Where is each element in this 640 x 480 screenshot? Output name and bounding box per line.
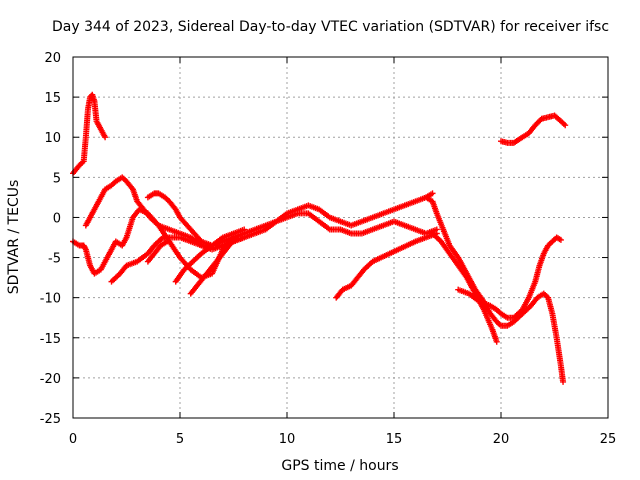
series-13 xyxy=(498,112,569,146)
series-8 xyxy=(187,234,239,297)
y-tick-label: -10 xyxy=(40,292,61,307)
data-point xyxy=(562,122,569,129)
data-point xyxy=(102,134,109,141)
data-point xyxy=(429,190,436,197)
series-4 xyxy=(108,210,440,285)
x-tick-label: 10 xyxy=(279,432,296,447)
series-12 xyxy=(455,234,564,321)
series-11 xyxy=(429,230,500,345)
data-point xyxy=(560,378,567,385)
x-tick-label: 20 xyxy=(493,432,510,447)
y-tick-label: 5 xyxy=(53,171,61,186)
y-axis-title: SDTVAR / TECUs xyxy=(6,180,22,295)
data-point xyxy=(241,226,248,233)
series-9 xyxy=(333,230,440,301)
data-point xyxy=(493,338,500,345)
data-markers xyxy=(70,91,569,385)
plot-frame xyxy=(72,56,609,419)
x-tick-label: 25 xyxy=(600,432,617,447)
series-7 xyxy=(172,226,248,285)
y-tick-label: 10 xyxy=(44,131,61,146)
x-tick-label: 0 xyxy=(69,432,77,447)
y-tick-label: 20 xyxy=(44,51,61,66)
y-tick-label: 15 xyxy=(44,91,61,106)
y-tick-label: -25 xyxy=(40,412,61,427)
data-point xyxy=(232,234,239,241)
data-point xyxy=(557,236,564,243)
x-tick-label: 5 xyxy=(176,432,184,447)
y-tick-label: 0 xyxy=(53,211,61,226)
x-tick-label: 15 xyxy=(386,432,403,447)
series-1 xyxy=(70,91,109,177)
grid xyxy=(73,57,608,418)
series-10 xyxy=(423,194,567,385)
axes: 0 5 10 15 20 25 -25 -20 -15 -10 -5 0 5 10 15 20 xyxy=(40,51,617,447)
y-tick-label: -20 xyxy=(40,372,61,387)
y-tick-label: -15 xyxy=(40,332,61,347)
chart-title: Day 344 of 2023, Sidereal Day-to-day VTE… xyxy=(52,19,609,35)
y-tick-label: -5 xyxy=(48,252,61,267)
x-axis-title: GPS time / hours xyxy=(281,458,398,474)
series-6 xyxy=(144,238,171,265)
data-point xyxy=(164,238,171,245)
